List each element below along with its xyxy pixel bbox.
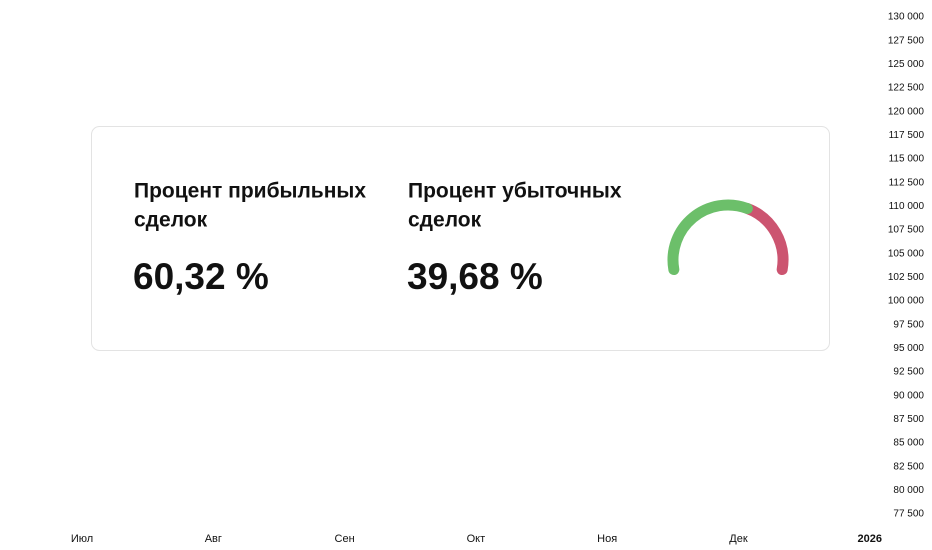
- y-axis-label: 90 000: [893, 390, 924, 401]
- y-axis-label: 87 500: [893, 414, 924, 425]
- x-axis-label: Июл: [71, 533, 93, 545]
- y-axis-label: 120 000: [888, 106, 925, 117]
- y-axis-label: 77 500: [893, 509, 924, 520]
- loss-title: сделок: [408, 209, 482, 232]
- y-axis-label: 125 000: [888, 59, 925, 70]
- x-axis-label: Сен: [335, 533, 355, 545]
- y-axis-label: 117 500: [889, 130, 925, 141]
- win-value: 60,32 %: [133, 256, 269, 297]
- x-axis-label: Авг: [205, 533, 222, 545]
- y-axis-label: 115 000: [889, 154, 925, 165]
- x-axis-label: 2026: [858, 533, 882, 545]
- win-title: Процент прибыльных: [134, 180, 366, 203]
- y-axis-label: 127 500: [888, 35, 925, 46]
- loss-value: 39,68 %: [407, 256, 543, 297]
- y-axis-label: 122 500: [888, 83, 925, 94]
- x-axis: Июл Авг Сен Окт Ноя Дек 2026: [71, 533, 882, 545]
- y-axis-label: 100 000: [888, 296, 925, 307]
- x-axis-label: Ноя: [597, 533, 617, 545]
- y-axis-label: 102 500: [888, 272, 925, 283]
- loss-arc: [741, 203, 789, 276]
- win-arc: [667, 199, 753, 276]
- x-axis-label: Дек: [729, 533, 748, 545]
- x-axis-label: Окт: [467, 533, 486, 545]
- win-title: сделок: [134, 209, 208, 232]
- y-axis-label: 130 000: [888, 12, 925, 23]
- y-axis-label: 112 500: [889, 177, 925, 188]
- y-axis-label: 110 000: [889, 201, 925, 212]
- y-axis-label: 97 500: [893, 319, 924, 330]
- y-axis-label: 107 500: [888, 225, 925, 236]
- y-axis-label: 85 000: [893, 438, 924, 449]
- stats-card: [91, 126, 830, 351]
- y-axis-label: 105 000: [888, 248, 925, 259]
- y-axis-label: 92 500: [893, 367, 924, 378]
- y-axis-label: 82 500: [893, 461, 924, 472]
- loss-title: Процент убыточных: [408, 180, 622, 203]
- y-axis-label: 80 000: [893, 485, 924, 496]
- y-axis-label: 95 000: [893, 343, 924, 354]
